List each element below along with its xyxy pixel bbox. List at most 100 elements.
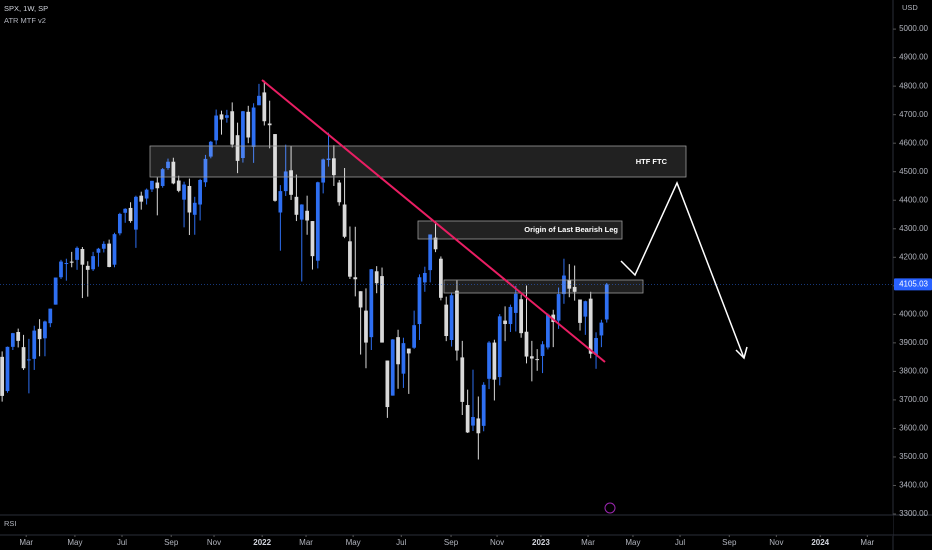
- x-tick-label: Sep: [722, 538, 737, 547]
- candle-body: [444, 304, 449, 337]
- candle-body: [0, 356, 5, 396]
- y-tick-label: 3500.00: [899, 452, 928, 461]
- candle-body: [134, 196, 138, 230]
- x-tick-label: Nov: [490, 538, 504, 547]
- candle-body: [337, 182, 342, 203]
- candle-body: [578, 299, 582, 323]
- candle-body: [59, 261, 63, 278]
- candle-body: [465, 405, 470, 433]
- candle-body: [160, 169, 165, 186]
- candle-body: [572, 286, 577, 292]
- x-tick-label: Sep: [444, 538, 459, 547]
- candle-body: [342, 204, 347, 237]
- candle-body: [364, 310, 368, 343]
- candle-body: [192, 202, 197, 215]
- y-tick-label: 3800.00: [899, 366, 928, 375]
- candle-body: [241, 111, 245, 159]
- candle-body: [439, 258, 443, 298]
- candle-body: [85, 265, 90, 270]
- currency: USD: [902, 3, 918, 12]
- x-tick-label: 2023: [532, 538, 550, 547]
- y-tick-label: 3300.00: [899, 509, 928, 518]
- candle-body: [16, 332, 21, 341]
- rsi-pane: [0, 515, 893, 536]
- last-price-label: 4105.03: [899, 279, 928, 288]
- candle-body: [401, 343, 406, 374]
- event-icon[interactable]: [604, 502, 616, 514]
- x-tick-label: Mar: [299, 538, 313, 547]
- candle-body: [412, 325, 417, 348]
- candle-body: [519, 299, 524, 334]
- candle-body: [112, 234, 117, 265]
- candle-body: [214, 115, 219, 141]
- x-tick-label: Mar: [19, 538, 33, 547]
- y-tick-label: 4600.00: [899, 138, 928, 147]
- candle-body: [10, 333, 15, 347]
- candle-body: [101, 243, 106, 249]
- y-tick-label: 4400.00: [899, 195, 928, 204]
- candle-body: [278, 191, 283, 213]
- candle-body: [283, 171, 288, 192]
- candle-body: [380, 276, 384, 343]
- x-tick-label: Nov: [769, 538, 783, 547]
- x-tick-label: 2022: [253, 538, 271, 547]
- candle-body: [224, 115, 229, 118]
- candle-body: [267, 123, 272, 126]
- arrow-head: [735, 346, 748, 360]
- candle-body: [32, 330, 37, 359]
- candle-body: [139, 195, 144, 202]
- htf-zone: [149, 145, 687, 178]
- last-price-box: [894, 278, 932, 291]
- candle-body: [246, 111, 251, 138]
- y-tick-label: 3400.00: [899, 481, 928, 490]
- y-tick-label: 4000.00: [899, 309, 928, 318]
- symbol-title: SPX, 1W, SP: [4, 4, 48, 13]
- candle-body: [476, 418, 481, 434]
- projection-path: [620, 181, 745, 359]
- candle-body: [562, 275, 566, 295]
- candle-body: [433, 237, 438, 250]
- candles: [0, 80, 609, 460]
- y-tick-label: 3600.00: [899, 424, 928, 433]
- y-tick-label: 3900.00: [899, 338, 928, 347]
- candle-body: [583, 301, 588, 317]
- candle-body: [492, 342, 497, 380]
- annotation: Origin of Last Bearish Leg: [524, 225, 618, 234]
- candle-body: [230, 111, 235, 145]
- y-tick-label: 3700.00: [899, 395, 928, 404]
- candle-body: [481, 384, 486, 426]
- candle-body: [455, 290, 459, 351]
- candle-body: [150, 180, 154, 190]
- y-tick-label: 4700.00: [899, 110, 928, 119]
- candle-body: [321, 159, 326, 183]
- candle-body: [299, 204, 304, 220]
- candle-body: [289, 170, 293, 195]
- x-tick-label: Jul: [396, 538, 406, 547]
- candle-body: [96, 248, 101, 253]
- candle-body: [417, 277, 422, 325]
- supply-zone: [443, 279, 644, 294]
- candle-body: [353, 277, 358, 280]
- candle-body: [540, 344, 545, 356]
- candle-body: [64, 262, 69, 264]
- x-tick-label: Sep: [164, 538, 179, 547]
- y-tick-label: 4900.00: [899, 53, 928, 62]
- candle-body: [503, 320, 507, 325]
- candle-body: [69, 261, 74, 263]
- candle-body: [305, 210, 309, 221]
- candle-body: [176, 180, 181, 191]
- y-tick-label: 5000.00: [899, 24, 928, 33]
- candle-body: [374, 271, 379, 284]
- candle-body: [75, 247, 79, 260]
- annotation: HTF FTC: [636, 157, 668, 166]
- candle-body: [326, 158, 331, 161]
- candle-body: [107, 243, 112, 267]
- candle-body: [251, 107, 256, 147]
- candle-body: [128, 207, 133, 222]
- x-tick-label: May: [346, 538, 361, 547]
- candle-body: [594, 338, 598, 355]
- candle-body: [53, 277, 58, 305]
- candle-body: [513, 293, 518, 313]
